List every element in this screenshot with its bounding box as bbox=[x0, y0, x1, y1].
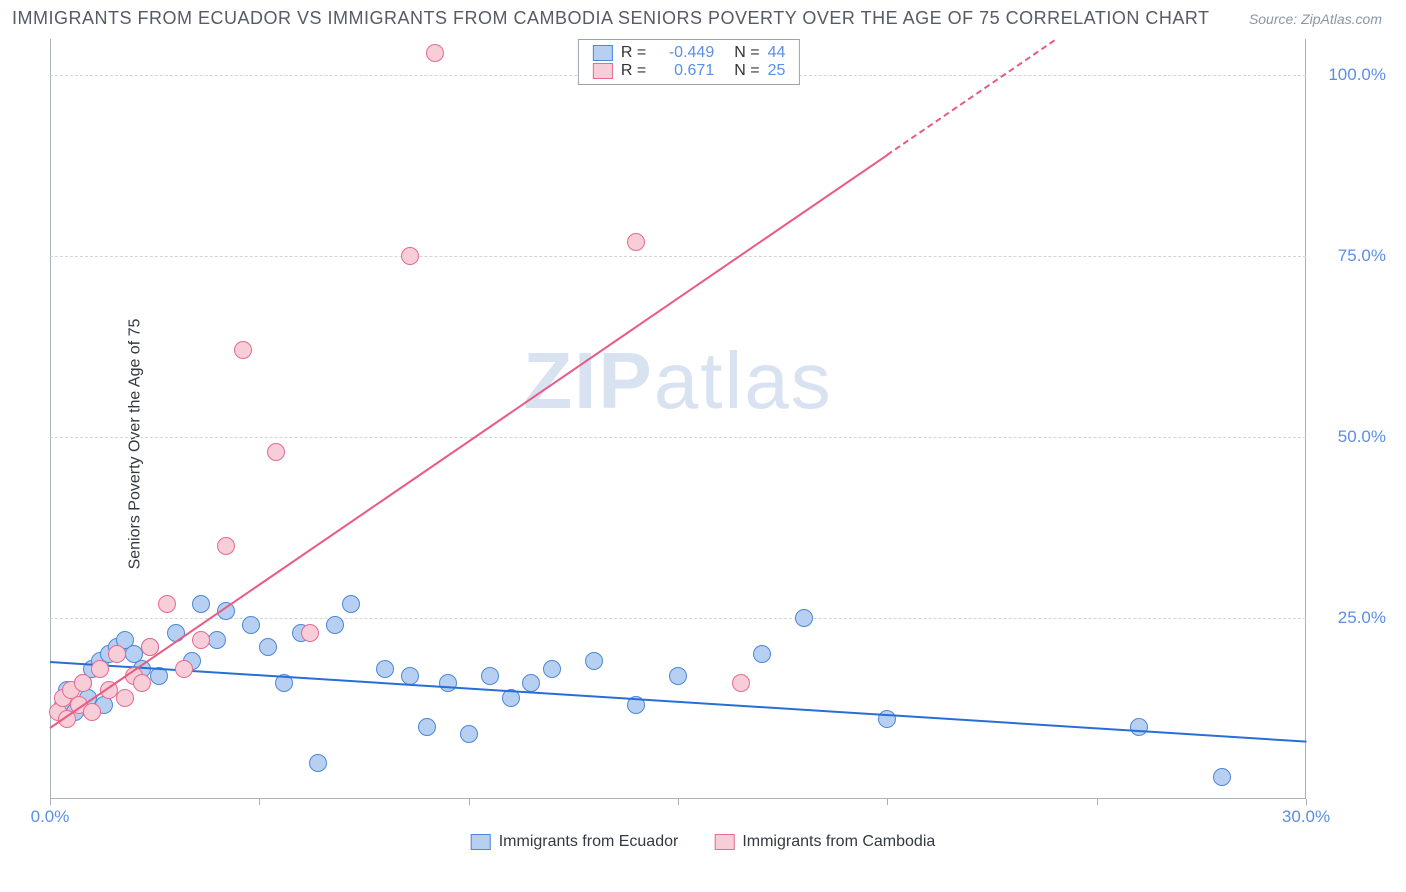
data-point bbox=[158, 595, 176, 613]
data-point bbox=[133, 674, 151, 692]
data-point bbox=[376, 660, 394, 678]
stat-N-value: 25 bbox=[768, 62, 786, 80]
stats-legend-row: R = 0.671 N = 25 bbox=[593, 62, 785, 80]
legend-swatch bbox=[593, 45, 613, 61]
source-label: Source: ZipAtlas.com bbox=[1249, 11, 1382, 27]
y-tick-label: 100.0% bbox=[1316, 65, 1386, 85]
gridline bbox=[50, 618, 1306, 619]
data-point bbox=[795, 609, 813, 627]
plot-region: ZIPatlas 25.0%50.0%75.0%100.0%0.0%30.0%R… bbox=[50, 39, 1306, 799]
stat-R-value: 0.671 bbox=[654, 62, 714, 80]
stats-legend-row: R = -0.449 N = 44 bbox=[593, 44, 785, 62]
data-point bbox=[74, 674, 92, 692]
legend-swatch bbox=[714, 834, 734, 850]
data-point bbox=[116, 689, 134, 707]
data-point bbox=[481, 667, 499, 685]
y-axis-line bbox=[50, 39, 51, 799]
stat-R-label: R = bbox=[621, 62, 646, 80]
stats-legend: R = -0.449 N = 44 R = 0.671 N = 25 bbox=[578, 39, 800, 85]
data-point bbox=[234, 341, 252, 359]
gridline bbox=[50, 256, 1306, 257]
y-tick-label: 75.0% bbox=[1316, 246, 1386, 266]
chart-title: IMMIGRANTS FROM ECUADOR VS IMMIGRANTS FR… bbox=[12, 8, 1210, 29]
data-point bbox=[217, 537, 235, 555]
data-point bbox=[426, 44, 444, 62]
data-point bbox=[1130, 718, 1148, 736]
x-tick-mark bbox=[469, 799, 470, 805]
data-point bbox=[192, 595, 210, 613]
data-point bbox=[192, 631, 210, 649]
trend-line bbox=[887, 39, 1056, 155]
data-point bbox=[418, 718, 436, 736]
data-point bbox=[460, 725, 478, 743]
data-point bbox=[242, 616, 260, 634]
data-point bbox=[108, 645, 126, 663]
data-point bbox=[91, 660, 109, 678]
data-point bbox=[401, 247, 419, 265]
data-point bbox=[1213, 768, 1231, 786]
data-point bbox=[208, 631, 226, 649]
data-point bbox=[267, 443, 285, 461]
data-point bbox=[342, 595, 360, 613]
legend-item: Immigrants from Ecuador bbox=[471, 833, 679, 851]
legend-label: Immigrants from Ecuador bbox=[499, 833, 679, 851]
x-tick-mark bbox=[50, 799, 51, 805]
x-tick-mark bbox=[1306, 799, 1307, 805]
data-point bbox=[326, 616, 344, 634]
x-tick-mark bbox=[259, 799, 260, 805]
y-tick-label: 25.0% bbox=[1316, 608, 1386, 628]
data-point bbox=[401, 667, 419, 685]
data-point bbox=[259, 638, 277, 656]
x-tick-mark bbox=[887, 799, 888, 805]
data-point bbox=[585, 652, 603, 670]
legend-swatch bbox=[471, 834, 491, 850]
chart-header: IMMIGRANTS FROM ECUADOR VS IMMIGRANTS FR… bbox=[0, 0, 1406, 29]
legend-label: Immigrants from Cambodia bbox=[742, 833, 935, 851]
data-point bbox=[522, 674, 540, 692]
data-point bbox=[753, 645, 771, 663]
x-tick-mark bbox=[678, 799, 679, 805]
y-tick-label: 50.0% bbox=[1316, 427, 1386, 447]
data-point bbox=[175, 660, 193, 678]
data-point bbox=[627, 233, 645, 251]
stat-R-label: R = bbox=[621, 44, 646, 62]
stat-N-label: N = bbox=[734, 62, 759, 80]
data-point bbox=[439, 674, 457, 692]
data-point bbox=[309, 754, 327, 772]
data-point bbox=[83, 703, 101, 721]
legend-bottom: Immigrants from Ecuador Immigrants from C… bbox=[471, 833, 936, 851]
legend-item: Immigrants from Cambodia bbox=[714, 833, 935, 851]
data-point bbox=[301, 624, 319, 642]
data-point bbox=[543, 660, 561, 678]
watermark: ZIPatlas bbox=[523, 335, 832, 427]
stat-N-value: 44 bbox=[768, 44, 786, 62]
stat-R-value: -0.449 bbox=[654, 44, 714, 62]
stat-N-label: N = bbox=[734, 44, 759, 62]
x-tick-mark bbox=[1097, 799, 1098, 805]
y-axis-line-right bbox=[1305, 39, 1306, 799]
legend-swatch bbox=[593, 63, 613, 79]
data-point bbox=[669, 667, 687, 685]
gridline bbox=[50, 437, 1306, 438]
x-tick-label: 0.0% bbox=[31, 807, 70, 827]
trend-line bbox=[49, 154, 887, 729]
data-point bbox=[732, 674, 750, 692]
chart-area: Seniors Poverty Over the Age of 75 ZIPat… bbox=[0, 29, 1406, 859]
x-tick-label: 30.0% bbox=[1282, 807, 1330, 827]
